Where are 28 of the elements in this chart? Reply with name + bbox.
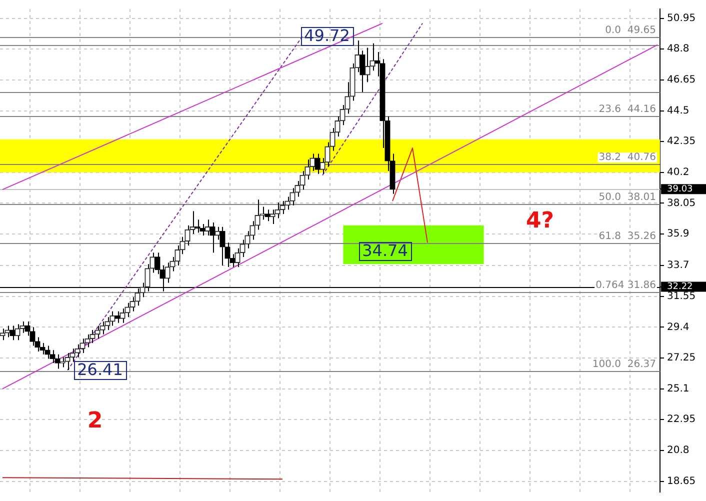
ref-line-label: 0.0 49.65 [605,25,656,36]
ref-line-label: 38.2 40.76 [598,152,656,164]
y-tick-label: 44.5 [667,105,690,116]
ref-line-label: 0.764 31.86 [596,280,656,292]
y-tick-label: 33.7 [667,260,690,272]
y-tick-label: 46.65 [667,74,696,86]
y-tick-label: 32.22 [667,282,693,292]
y-tick-label: 25.1 [667,383,690,394]
annotation: 34.74 [362,241,408,260]
y-tick-label: 48.8 [667,44,690,55]
y-tick-label: 18.65 [667,476,696,487]
ref-line-label: 50.0 38.01 [598,192,656,204]
y-tick-label: 20.8 [667,445,690,456]
ref-line-label: 61.8 35.26 [598,231,656,242]
y-tick-label: 40.2 [667,166,690,178]
y-tick-label: 31.55 [667,290,696,302]
ref-line-label: 100.0 26.37 [592,359,656,370]
annotation: 4? [526,208,554,234]
y-tick-label: 22.95 [667,414,696,426]
y-tick-label: 29.4 [667,322,690,333]
y-tick-label: 35.9 [667,228,690,240]
y-tick-label: 39.03 [667,184,693,194]
y-tick-label: 38.05 [667,198,696,209]
annotation: 2 [87,408,103,434]
y-tick-label: 27.25 [667,352,696,364]
y-tick-label: 42.35 [667,136,696,148]
ref-line-label: 23.6 44.16 [598,104,656,116]
y-tick-label: 50.95 [667,12,696,24]
